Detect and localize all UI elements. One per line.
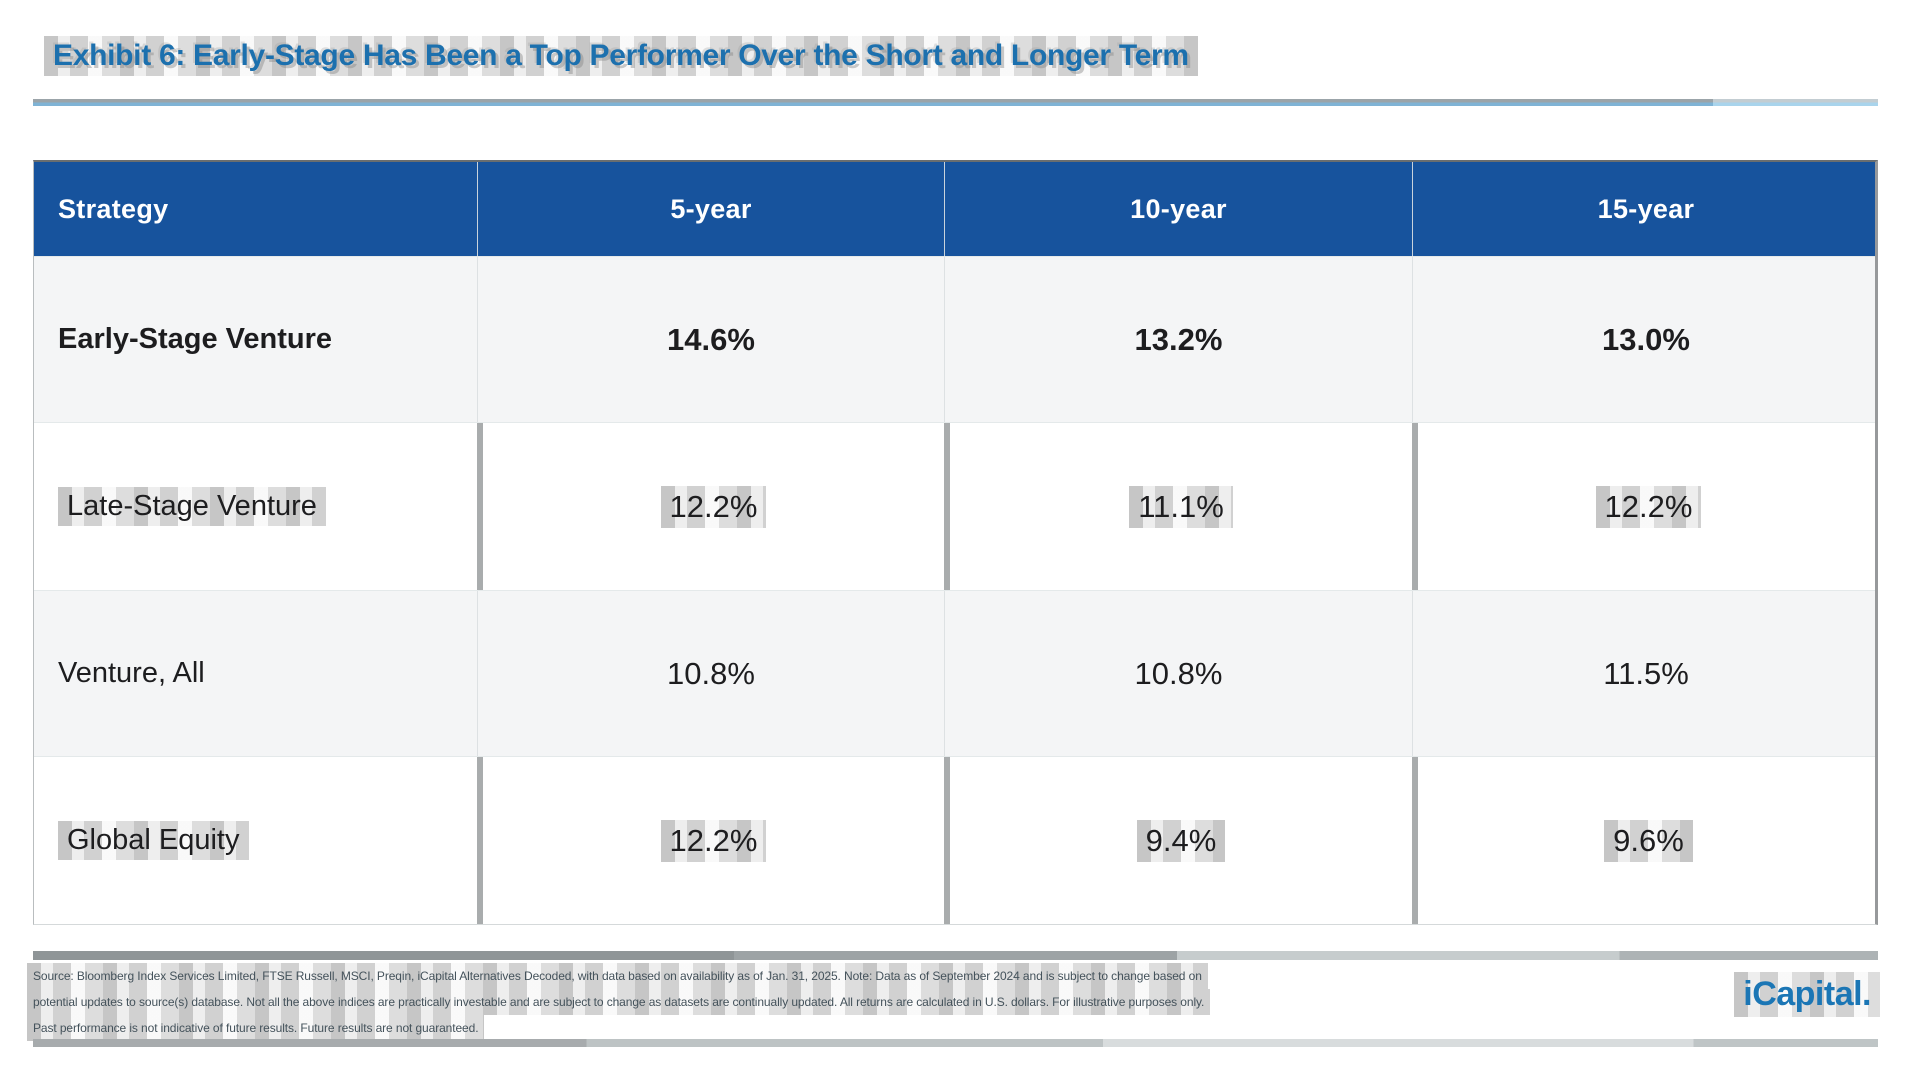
icapital-logo-text: iCapital. <box>1734 972 1880 1017</box>
cell-value-text: 12.2% <box>660 819 767 862</box>
row-label-text: Late-Stage Venture <box>58 487 326 526</box>
cell-5-year: 12.2% <box>477 757 944 924</box>
table-row-early-stage-venture: Early-Stage Venture 14.6% 13.2% 13.0% <box>34 256 1875 423</box>
cell-15-year: 12.2% <box>1412 423 1879 590</box>
row-label: Venture, All <box>58 657 205 689</box>
cell-10-year: 13.2% <box>944 257 1412 422</box>
table-row-venture-all: Venture, All 10.8% 10.8% 11.5% <box>34 590 1875 757</box>
cell-15-year: 13.0% <box>1412 257 1879 422</box>
cell-5-year: 12.2% <box>477 423 944 590</box>
cell-15-year: 9.6% <box>1412 757 1879 924</box>
footer-bottom-divider <box>33 1039 1878 1047</box>
cell-10-year: 10.8% <box>944 591 1412 756</box>
cell-value-text: 9.4% <box>1136 819 1226 862</box>
row-label-text: Global Equity <box>58 821 249 860</box>
column-header-5-year: 5-year <box>477 162 944 256</box>
table-header-row: Strategy 5-year 10-year 15-year <box>34 162 1875 256</box>
performance-table: Strategy 5-year 10-year 15-year Early-St… <box>33 160 1878 925</box>
row-label: Early-Stage Venture <box>58 323 332 355</box>
cell-10-year: 11.1% <box>944 423 1412 590</box>
table-row-late-stage-venture: Late-Stage Venture 12.2% 11.1% 12.2% <box>34 423 1875 590</box>
cell-value-text: 11.1% <box>1129 485 1233 528</box>
title-divider <box>33 99 1878 106</box>
cell-value-text: 12.2% <box>1595 485 1702 528</box>
page-title: Exhibit 6: Early-Stage Has Been a Top Pe… <box>44 36 1198 76</box>
cell-5-year: 10.8% <box>477 591 944 756</box>
source-note-line-3: Past performance is not indicative of fu… <box>27 1015 1210 1041</box>
source-note-line-2: potential updates to source(s) database.… <box>27 989 1211 1015</box>
table-row-global-equity: Global Equity 12.2% 9.4% 9.6% <box>34 757 1875 924</box>
icapital-logo: iCapital. <box>1734 972 1880 1017</box>
row-label: Global Equity <box>34 757 477 924</box>
cell-value-text: 9.6% <box>1604 819 1693 862</box>
page-title-text: Exhibit 6: Early-Stage Has Been a Top Pe… <box>44 36 1198 76</box>
source-note: Source: Bloomberg Index Services Limited… <box>27 963 1211 1041</box>
cell-value-text: 12.2% <box>660 485 767 528</box>
title-divider-tail <box>1713 99 1878 106</box>
source-note-line-1: Source: Bloomberg Index Services Limited… <box>27 963 1210 989</box>
cell-10-year: 9.4% <box>944 757 1412 924</box>
row-label: Late-Stage Venture <box>34 423 477 590</box>
footer-top-divider <box>33 951 1878 960</box>
cell-15-year: 11.5% <box>1412 591 1879 756</box>
source-note-text: Source: Bloomberg Index Services Limited… <box>27 963 1208 989</box>
column-header-15-year: 15-year <box>1412 162 1879 256</box>
cell-5-year: 14.6% <box>477 257 944 422</box>
source-note-text: potential updates to source(s) database.… <box>27 989 1211 1015</box>
column-header-10-year: 10-year <box>944 162 1412 256</box>
source-note-text: Past performance is not indicative of fu… <box>27 1015 485 1041</box>
column-header-strategy: Strategy <box>58 193 169 224</box>
